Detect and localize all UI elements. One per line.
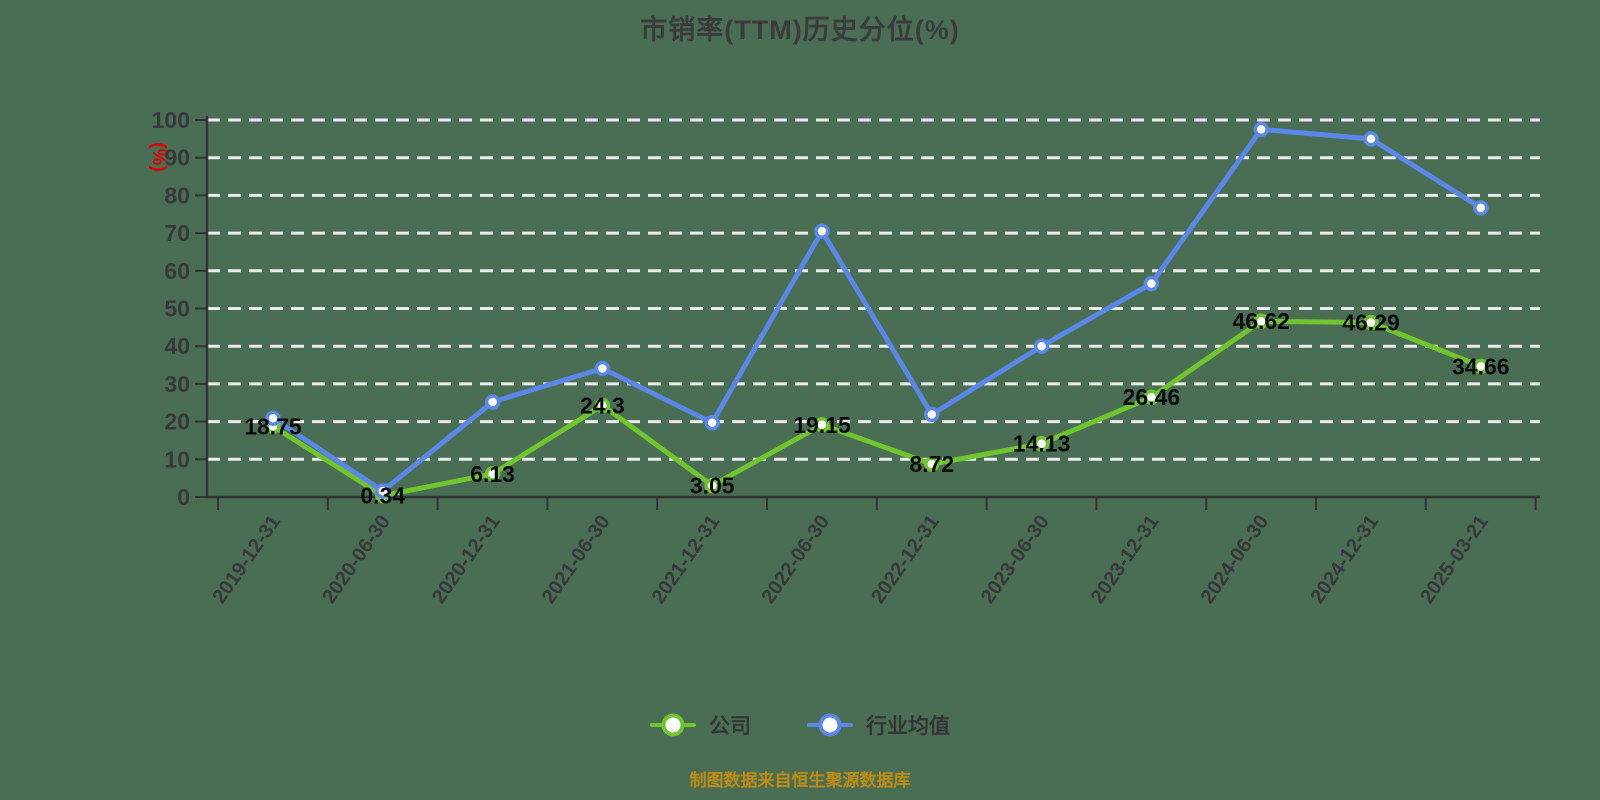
svg-text:2020-12-31: 2020-12-31: [428, 511, 505, 607]
svg-text:24.3: 24.3: [580, 392, 625, 418]
svg-text:90: 90: [164, 145, 190, 171]
svg-text:50: 50: [164, 296, 190, 322]
legend-item-industry[interactable]: 行业均值: [807, 710, 950, 740]
svg-text:0.34: 0.34: [360, 483, 405, 509]
chart-canvas: 0 10 20 30 40 50 60 70 80 90 100 2019-12-31 2020-06-…: [152, 107, 1540, 608]
axes: [195, 116, 1540, 510]
svg-text:20: 20: [164, 409, 190, 435]
gridlines: [207, 118, 1540, 461]
svg-text:3.05: 3.05: [690, 473, 735, 499]
svg-text:100: 100: [152, 107, 190, 133]
svg-text:2021-06-30: 2021-06-30: [538, 511, 615, 607]
svg-text:10: 10: [164, 446, 190, 472]
svg-text:46.62: 46.62: [1232, 308, 1290, 334]
svg-text:19.15: 19.15: [793, 412, 851, 438]
svg-text:8.72: 8.72: [909, 451, 954, 477]
svg-text:60: 60: [164, 258, 190, 284]
svg-text:18.75: 18.75: [244, 413, 302, 439]
svg-text:70: 70: [164, 220, 190, 246]
svg-text:80: 80: [164, 182, 190, 208]
svg-text:2024-06-30: 2024-06-30: [1197, 511, 1274, 607]
legend-label-industry: 行业均值: [866, 715, 950, 738]
svg-text:2022-12-31: 2022-12-31: [867, 511, 944, 607]
svg-text:2020-06-30: 2020-06-30: [318, 511, 395, 607]
svg-text:14.13: 14.13: [1013, 431, 1071, 457]
svg-text:2021-12-31: 2021-12-31: [648, 511, 725, 607]
svg-text:40: 40: [164, 333, 190, 359]
series-line-company: [270, 318, 1484, 499]
svg-text:2024-12-31: 2024-12-31: [1306, 511, 1383, 607]
legend-label-company: 公司: [709, 715, 751, 738]
svg-text:34.66: 34.66: [1452, 353, 1510, 379]
legend-marker-icon-company: [650, 713, 696, 737]
data-source-note: 制图数据来自恒生聚源数据库: [689, 771, 911, 790]
legend-item-company[interactable]: 公司: [650, 710, 751, 740]
svg-text:6.13: 6.13: [470, 461, 515, 487]
data-labels-company: 18.75 0.34 6.13 24.3 3.05 19.15 8.72 14.13 26.46…: [244, 308, 1509, 508]
svg-text:2019-12-31: 2019-12-31: [208, 511, 285, 607]
svg-text:46.29: 46.29: [1342, 309, 1400, 335]
x-axis-labels: 2019-12-31 2020-06-30 2020-12-31 2021-06-30…: [208, 511, 1493, 607]
svg-text:2025-03-21: 2025-03-21: [1416, 511, 1493, 607]
svg-text:0: 0: [177, 484, 190, 510]
svg-text:30: 30: [164, 371, 190, 397]
chart-title: 市销率(TTM)历史分位(%): [640, 15, 960, 45]
series-line-industry: [270, 126, 1484, 494]
series-markers-industry: [265, 121, 1489, 499]
svg-text:2023-12-31: 2023-12-31: [1087, 511, 1164, 607]
legend-marker-icon-industry: [807, 713, 853, 737]
y-axis-labels: 0 10 20 30 40 50 60 70 80 90 100: [152, 107, 190, 510]
series-markers-company: [265, 313, 1489, 504]
svg-text:26.46: 26.46: [1123, 384, 1181, 410]
svg-text:2023-06-30: 2023-06-30: [977, 511, 1054, 607]
chart-legend: 公司 行业均值: [0, 710, 1600, 740]
svg-text:2022-06-30: 2022-06-30: [757, 511, 834, 607]
